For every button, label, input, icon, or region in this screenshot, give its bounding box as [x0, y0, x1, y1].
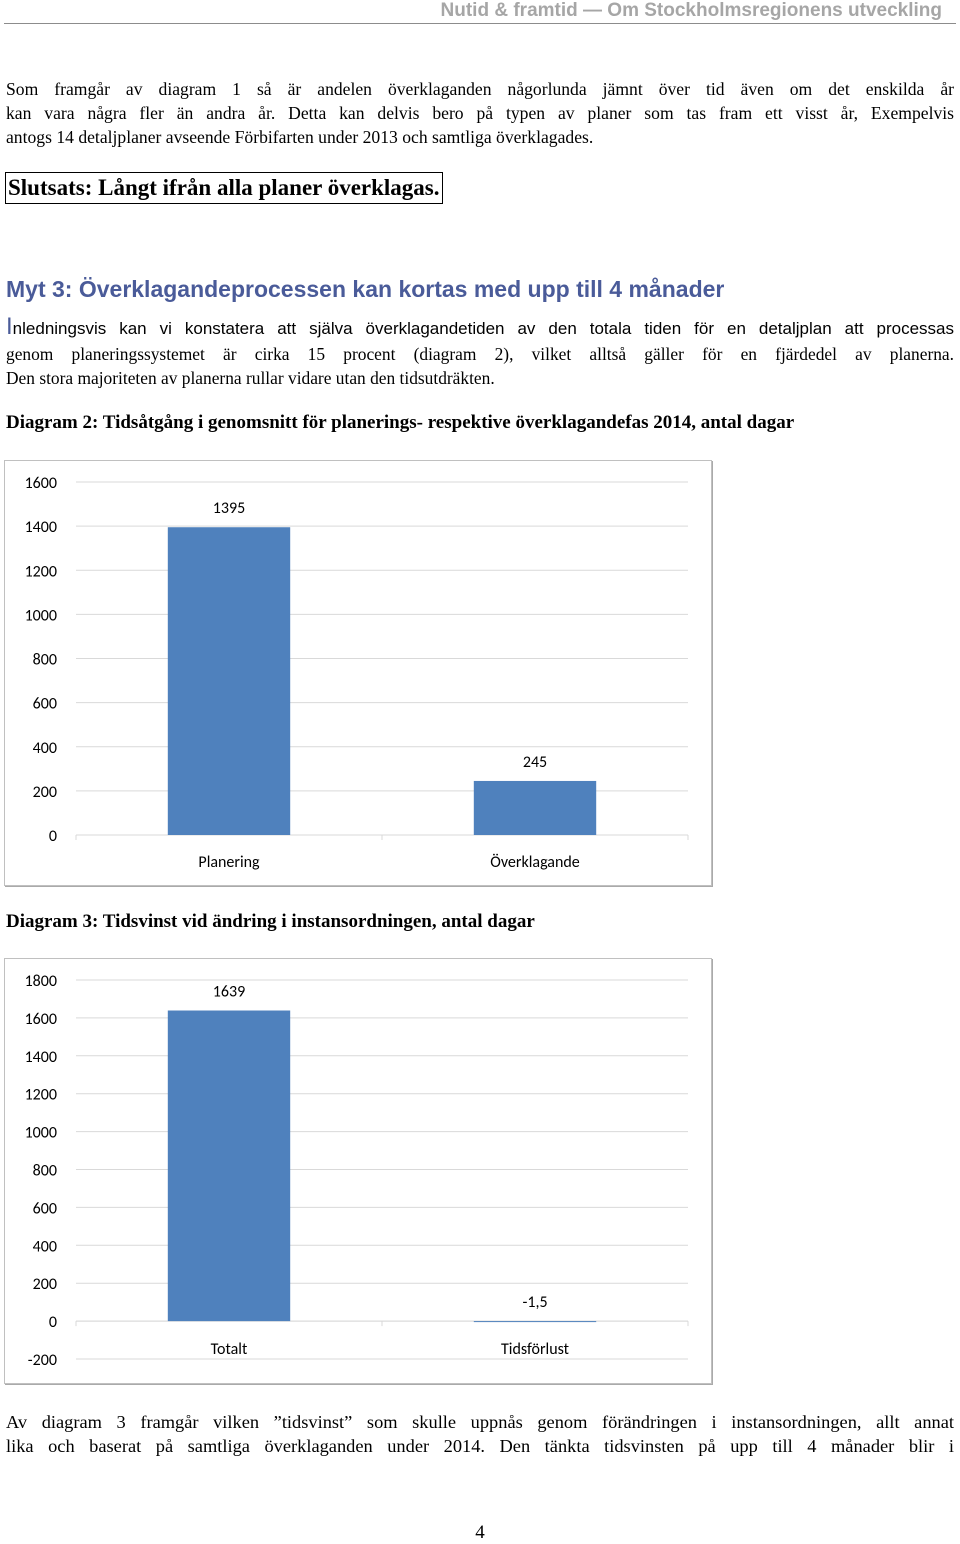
y-tick-label: 0: [49, 827, 57, 846]
bar: [473, 1321, 597, 1323]
y-tick-label: 1800: [25, 972, 57, 991]
y-tick-label: 1000: [25, 606, 57, 625]
data-label: 1639: [213, 983, 245, 1002]
section-paragraph: Inledningsvis kan vi konstatera att själ…: [6, 313, 954, 391]
bar: [167, 1010, 291, 1322]
section-line: Den stora majoriteten av planerna rullar…: [6, 368, 495, 388]
intro-line: kan vara några fler än andra år. Detta k…: [6, 103, 954, 123]
y-tick-label: 1000: [25, 1124, 57, 1143]
conclusion-box: Slutsats: Långt ifrån alla planer överkl…: [5, 172, 443, 204]
y-tick-label: 600: [33, 1199, 57, 1218]
chart-diagram-2: 0 200 400 600 800 1000 1200 1400 1600 1395 Planeri…: [4, 460, 712, 886]
header-title: Nutid & framtid — Om Stockholmsregionens…: [440, 0, 942, 21]
x-category-label: Totalt: [211, 1340, 248, 1359]
data-label: 1395: [213, 499, 245, 518]
section-line-rest: nledningsvis kan vi konstatera att själv…: [12, 319, 954, 338]
y-tick-label: 1600: [25, 1010, 57, 1029]
closing-line: Av diagram 3 framgår vilken ”tidsvinst” …: [6, 1412, 954, 1432]
y-tick-label: 1400: [25, 518, 57, 537]
x-category-label: Tidsförlust: [501, 1340, 570, 1359]
closing-line: lika och baserat på samtliga överklagand…: [6, 1436, 954, 1456]
y-tick-label: 1200: [25, 562, 57, 581]
page-header: Nutid & framtid — Om Stockholmsregionens…: [0, 0, 960, 24]
y-tick-label: 200: [33, 1275, 57, 1294]
bar: [167, 527, 291, 835]
intro-paragraph: Som framgår av diagram 1 så är andelen ö…: [6, 77, 954, 149]
data-label: -1,5: [522, 1293, 547, 1312]
y-tick-label: 400: [33, 739, 57, 758]
x-category-label: Planering: [198, 853, 260, 872]
intro-line: antogs 14 detaljplaner avseende Förbifar…: [6, 127, 594, 147]
y-tick-label: 0: [49, 1313, 57, 1332]
section-heading: Myt 3: Överklagandeprocessen kan kortas …: [6, 276, 725, 302]
y-tick-label: 1200: [25, 1086, 57, 1105]
y-tick-label: 400: [33, 1237, 57, 1256]
page-number: 4: [475, 1522, 485, 1543]
chart-caption-diagram-3: Diagram 3: Tidsvinst vid ändring i insta…: [6, 911, 535, 932]
section-line: Inledningsvis kan vi konstatera att själ…: [6, 313, 954, 342]
y-tick-label: 800: [33, 651, 57, 670]
y-tick-label: -200: [28, 1351, 57, 1370]
y-tick-label: 800: [33, 1162, 57, 1181]
data-label: 245: [523, 753, 547, 772]
intro-line: Som framgår av diagram 1 så är andelen ö…: [6, 79, 954, 99]
y-tick-label: 200: [33, 783, 57, 802]
y-tick-label: 600: [33, 695, 57, 714]
chart-svg-diagram-2: 0 200 400 600 800 1000 1200 1400 1600 1395 Planeri…: [25, 474, 689, 872]
drop-cap: I: [6, 313, 13, 340]
bar: [473, 780, 597, 835]
chart-svg-diagram-3: -200 0 200 400 600 800 1000 1200 1400 1600 1800 163…: [25, 972, 689, 1370]
section-line: genom planeringssystemet är cirka 15 pro…: [6, 343, 954, 364]
y-tick-label: 1600: [25, 474, 57, 493]
closing-paragraph: Av diagram 3 framgår vilken ”tidsvinst” …: [6, 1410, 954, 1458]
header-divider: [4, 23, 956, 24]
chart-caption-diagram-2: Diagram 2: Tidsåtgång i genomsnitt för p…: [6, 412, 795, 433]
x-category-label: Överklagande: [490, 853, 580, 872]
y-tick-label: 1400: [25, 1048, 57, 1067]
chart-diagram-3: -200 0 200 400 600 800 1000 1200 1400 1600 1800 163…: [4, 958, 712, 1384]
